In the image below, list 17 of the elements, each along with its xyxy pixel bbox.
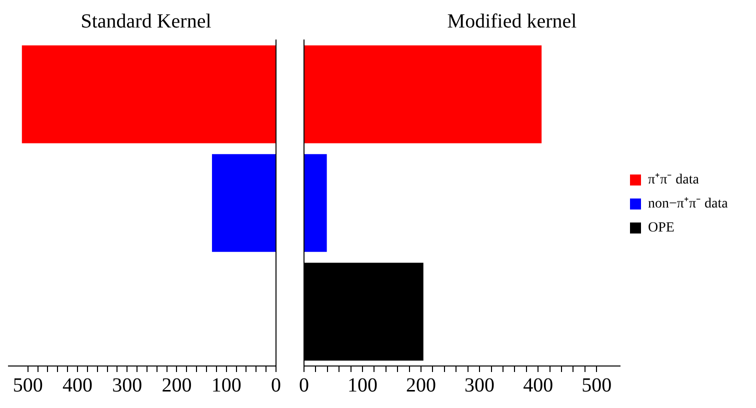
x-tick-label: 200 [406, 374, 436, 396]
legend-label: OPE [648, 220, 674, 236]
x-tick-label: 400 [62, 374, 92, 396]
x-tick-label: 100 [348, 374, 378, 396]
x-tick-label: 0 [271, 374, 281, 396]
chart-title: Standard Kernel [80, 10, 212, 32]
x-tick-label: 200 [162, 374, 192, 396]
x-tick-label: 400 [523, 374, 554, 396]
legend-label: non−π⁺π⁻ data [648, 196, 729, 212]
x-tick-label: 500 [12, 374, 43, 396]
x-tick-label: 100 [211, 374, 242, 396]
x-tick-label: 300 [464, 374, 495, 396]
x-tick-label: 300 [112, 374, 142, 396]
chart-title: Modified kernel [447, 10, 578, 32]
legend-label: π⁺π⁻ data [648, 172, 700, 188]
x-tick-label: 500 [582, 374, 612, 396]
x-tick-label: 0 [299, 374, 309, 396]
